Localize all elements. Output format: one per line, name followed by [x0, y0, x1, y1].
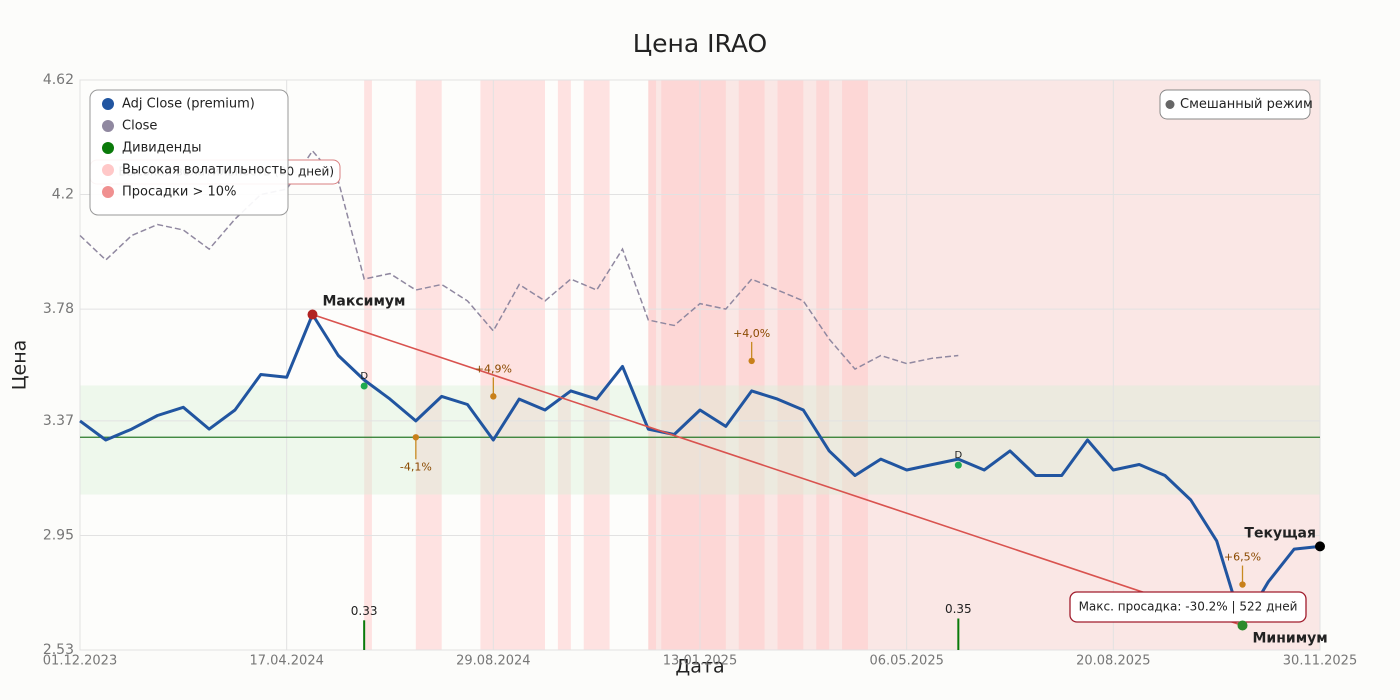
volatility-period [415, 80, 442, 650]
x-tick-label: 13.01.2025 [663, 654, 737, 669]
event-point [412, 434, 420, 441]
dividend-label: 0.35 [945, 602, 972, 616]
legend-box [89, 89, 289, 216]
dividend-bar [957, 618, 960, 650]
key-point-label: Минимум [1253, 630, 1328, 646]
y-axis-label: Цена [9, 340, 31, 391]
legend-swatch [102, 142, 114, 154]
mode-dot [1165, 100, 1175, 109]
x-axis-label: Дата [675, 656, 724, 678]
volatility-period [661, 80, 726, 650]
drawdown-label: Макс. просадка: -30.2% | 522 дней [1079, 600, 1298, 614]
event-point [1239, 581, 1246, 588]
legend-label: Высокая волатильность [122, 163, 287, 178]
key-point-label: Максимум [323, 294, 406, 310]
dividend-label: 0.33 [351, 604, 378, 618]
legend-swatch [102, 186, 114, 198]
volatility-period [648, 80, 657, 650]
event-point [748, 357, 755, 365]
volatility-period [480, 80, 545, 650]
chart-title: Цена IRAO [633, 29, 767, 58]
dividend-point [360, 382, 368, 390]
drawdown-line [312, 313, 1243, 627]
x-tick-label: 17.04.2024 [249, 654, 323, 669]
event-label: +6,5% [1224, 551, 1261, 564]
volatility-period [557, 80, 571, 650]
dividend-marker: D [954, 450, 962, 461]
drawdown-box [1069, 591, 1307, 623]
volatility-period [777, 80, 804, 650]
mode-badge [1159, 89, 1311, 120]
volatility-period [364, 80, 372, 650]
legend-label: Дивиденды [122, 141, 201, 156]
series-line [79, 313, 1321, 627]
key-point [1237, 620, 1248, 631]
y-tick-label: 4.2 [52, 187, 74, 203]
volatility-period [816, 80, 830, 650]
series-line [79, 149, 959, 371]
dividend-marker: D [360, 371, 368, 382]
x-tick-label: 20.08.2025 [1076, 654, 1150, 669]
legend-label: Просадки > 10% [122, 185, 236, 200]
dividend-bar [363, 620, 366, 650]
dividend-point [954, 461, 962, 469]
y-tick-label: 2.95 [43, 527, 74, 543]
x-tick-label: 01.12.2023 [43, 654, 117, 669]
x-tick-label: 30.11.2025 [1283, 654, 1357, 669]
y-tick-label: 2.53 [43, 642, 74, 658]
key-point [307, 309, 318, 320]
legend-swatch [102, 164, 114, 176]
event-label: +4,9% [475, 362, 512, 375]
legend-swatch [102, 98, 114, 110]
key-point-label: Текущая [1244, 525, 1316, 541]
event-label: +4,0% [733, 327, 770, 340]
y-tick-label: 4.62 [43, 72, 74, 88]
y-tick-label: 3.37 [43, 413, 74, 429]
event-point [490, 393, 497, 400]
x-tick-label: 29.08.2024 [456, 654, 530, 669]
legend-label: Close [122, 119, 157, 134]
y-tick-label: 3.78 [43, 301, 74, 317]
event-label: -4,1% [400, 460, 432, 473]
legend-label: Adj Close (premium) [122, 97, 255, 112]
x-tick-label: 06.05.2025 [869, 654, 943, 669]
volatility-period [583, 80, 610, 650]
legend-swatch [102, 120, 114, 132]
volatility-period [738, 80, 765, 650]
key-point [1315, 541, 1325, 552]
mode-label: Смешанный режим [1180, 97, 1313, 112]
